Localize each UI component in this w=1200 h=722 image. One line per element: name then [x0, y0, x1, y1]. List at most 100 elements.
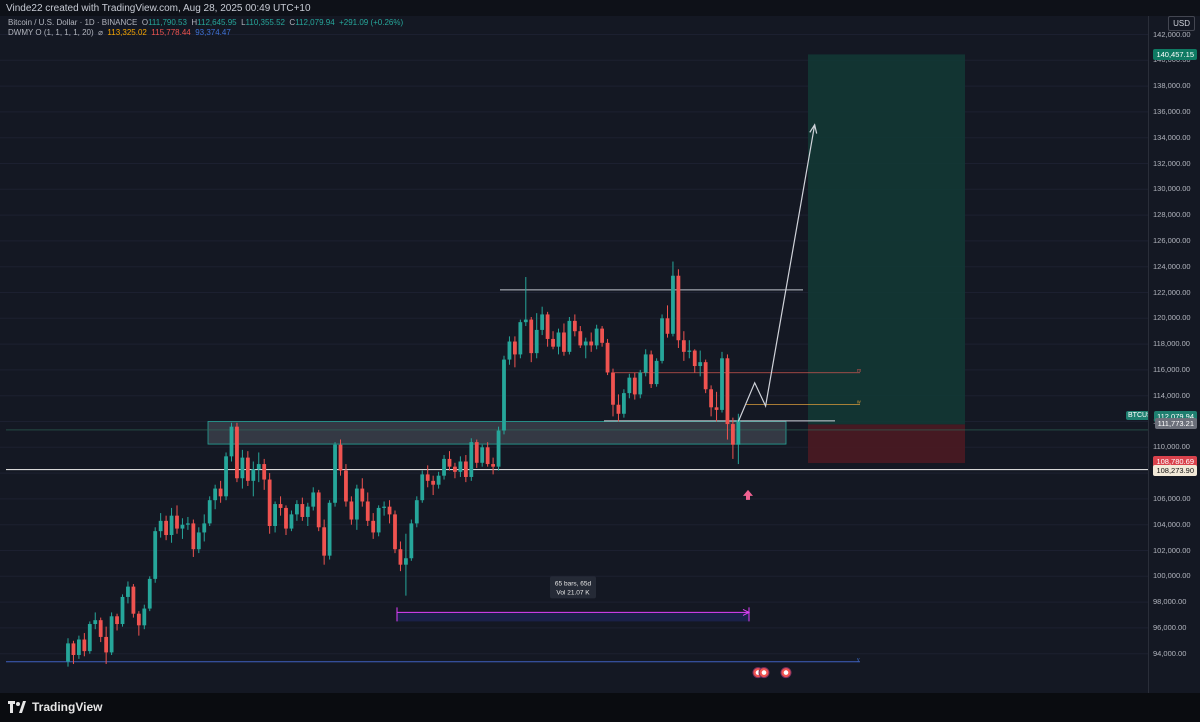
target-price-tag: 140,457.15 [1153, 48, 1197, 60]
indicator-name: DWMY O (1, 1, 1, 1, 20) [8, 28, 94, 37]
price-chart[interactable]: m w y 65 bars, 65d Vol 21.07 K [0, 16, 1148, 693]
candle-body [316, 492, 321, 528]
candle-body [338, 444, 343, 471]
candle-body [447, 458, 452, 467]
y-level-label: y [857, 657, 860, 663]
candle-body [513, 341, 517, 355]
candle-body [365, 501, 370, 521]
candle-body [158, 520, 163, 532]
candle-body [322, 527, 327, 556]
legend-o-label: O [141, 18, 149, 27]
candle-body [692, 350, 697, 367]
candle-body [562, 332, 566, 352]
tradingview-logo: TradingView [8, 700, 102, 714]
candle-body [605, 342, 610, 373]
price-tick-label: 138,000.00 [1153, 81, 1191, 91]
candle-body [224, 456, 228, 497]
tradingview-icon [8, 701, 26, 713]
price-tick-label: 120,000.00 [1153, 313, 1191, 323]
candle-body [676, 275, 681, 341]
candle-body [87, 624, 92, 652]
candle-body [376, 507, 381, 533]
candle-body [529, 319, 534, 354]
candle-body [115, 616, 119, 625]
candle-body [731, 424, 735, 445]
m-level-label: m [857, 368, 861, 374]
stop-zone [808, 424, 965, 464]
candle-body [703, 362, 708, 390]
candle-body [360, 488, 365, 502]
candle-body [245, 457, 250, 481]
candle-body [671, 275, 675, 334]
chart-plot-area[interactable]: m w y 65 bars, 65d Vol 21.07 K Bitcoin / U.S… [0, 16, 1159, 703]
candle-body [229, 426, 234, 457]
candle-body [131, 586, 136, 614]
candle-body [578, 331, 583, 346]
candle-body [311, 492, 316, 507]
candle-body [284, 507, 288, 529]
candle-body [77, 639, 81, 655]
legend-symbol: Bitcoin / U.S. Dollar · 1D · BINANCE [8, 18, 138, 27]
candle-body [409, 523, 414, 559]
candle-body [507, 341, 512, 360]
legend-high: 112,645.95 [197, 18, 237, 27]
candle-body [725, 358, 730, 425]
candle-body [436, 475, 441, 485]
candle-body [393, 514, 397, 550]
price-tick-label: 116,000.00 [1153, 364, 1190, 374]
candle-body [534, 329, 539, 354]
candle-body [300, 504, 305, 517]
candle-body [463, 461, 468, 477]
price-tick-label: 98,000.00 [1153, 597, 1187, 607]
candle-body [289, 514, 294, 529]
candle-body [295, 504, 299, 515]
candle-body [191, 523, 196, 550]
date-range-fill [397, 612, 749, 622]
currency-button[interactable]: USD [1168, 16, 1195, 31]
candle-body [469, 442, 474, 477]
candle-body [611, 372, 615, 405]
price-tick-label: 104,000.00 [1153, 519, 1191, 529]
candle-body [273, 504, 277, 526]
calendar-event-icon-dot [761, 670, 767, 675]
indicator-value-3: 93,374.47 [195, 28, 231, 37]
price-tick-label: 106,000.00 [1153, 493, 1191, 503]
buy-arrow-icon [743, 489, 753, 500]
candle-body [627, 377, 632, 394]
last-price-tag: 112,079.94 [1154, 411, 1197, 423]
indicator-eye-icon[interactable]: ⌀ [98, 28, 103, 37]
projection-path [737, 124, 816, 422]
candle-body [442, 458, 446, 476]
price-tick-label: 102,000.00 [1153, 545, 1191, 555]
candle-body [698, 362, 703, 367]
symbol-legend: Bitcoin / U.S. Dollar · 1D · BINANCE O 11… [8, 18, 403, 27]
measure-box [550, 576, 596, 599]
footer-bar: TradingView [0, 693, 1200, 722]
candle-body [235, 426, 239, 479]
candle-body [709, 389, 713, 408]
candle-body [218, 488, 223, 497]
candle-body [583, 341, 588, 346]
price-axis[interactable]: USD 94,000.00 96,000.00 98,000.00 100,000.0… [1148, 16, 1200, 693]
projection-arrowhead [809, 123, 818, 134]
legend-l-label: L [241, 18, 246, 27]
candle-body [104, 636, 109, 653]
candle-body [649, 354, 654, 385]
candle-body [126, 586, 130, 597]
price-tick-label: 110,000.00 [1153, 442, 1190, 452]
candle-body [256, 464, 261, 470]
candle-body [147, 578, 152, 609]
candle-body [333, 444, 337, 503]
candle-body [414, 500, 419, 524]
tradingview-brand: TradingView [32, 700, 103, 714]
candle-body [262, 464, 267, 480]
candle-body [186, 523, 190, 525]
candle-body [387, 506, 392, 515]
candle-body [736, 420, 741, 445]
stop-price-tag: 108,780.69 [1153, 455, 1197, 467]
candle-body [567, 320, 572, 352]
candle-body [665, 318, 670, 334]
indicator-value-1: 113,325.02 [107, 28, 147, 37]
candle-body [616, 404, 621, 414]
